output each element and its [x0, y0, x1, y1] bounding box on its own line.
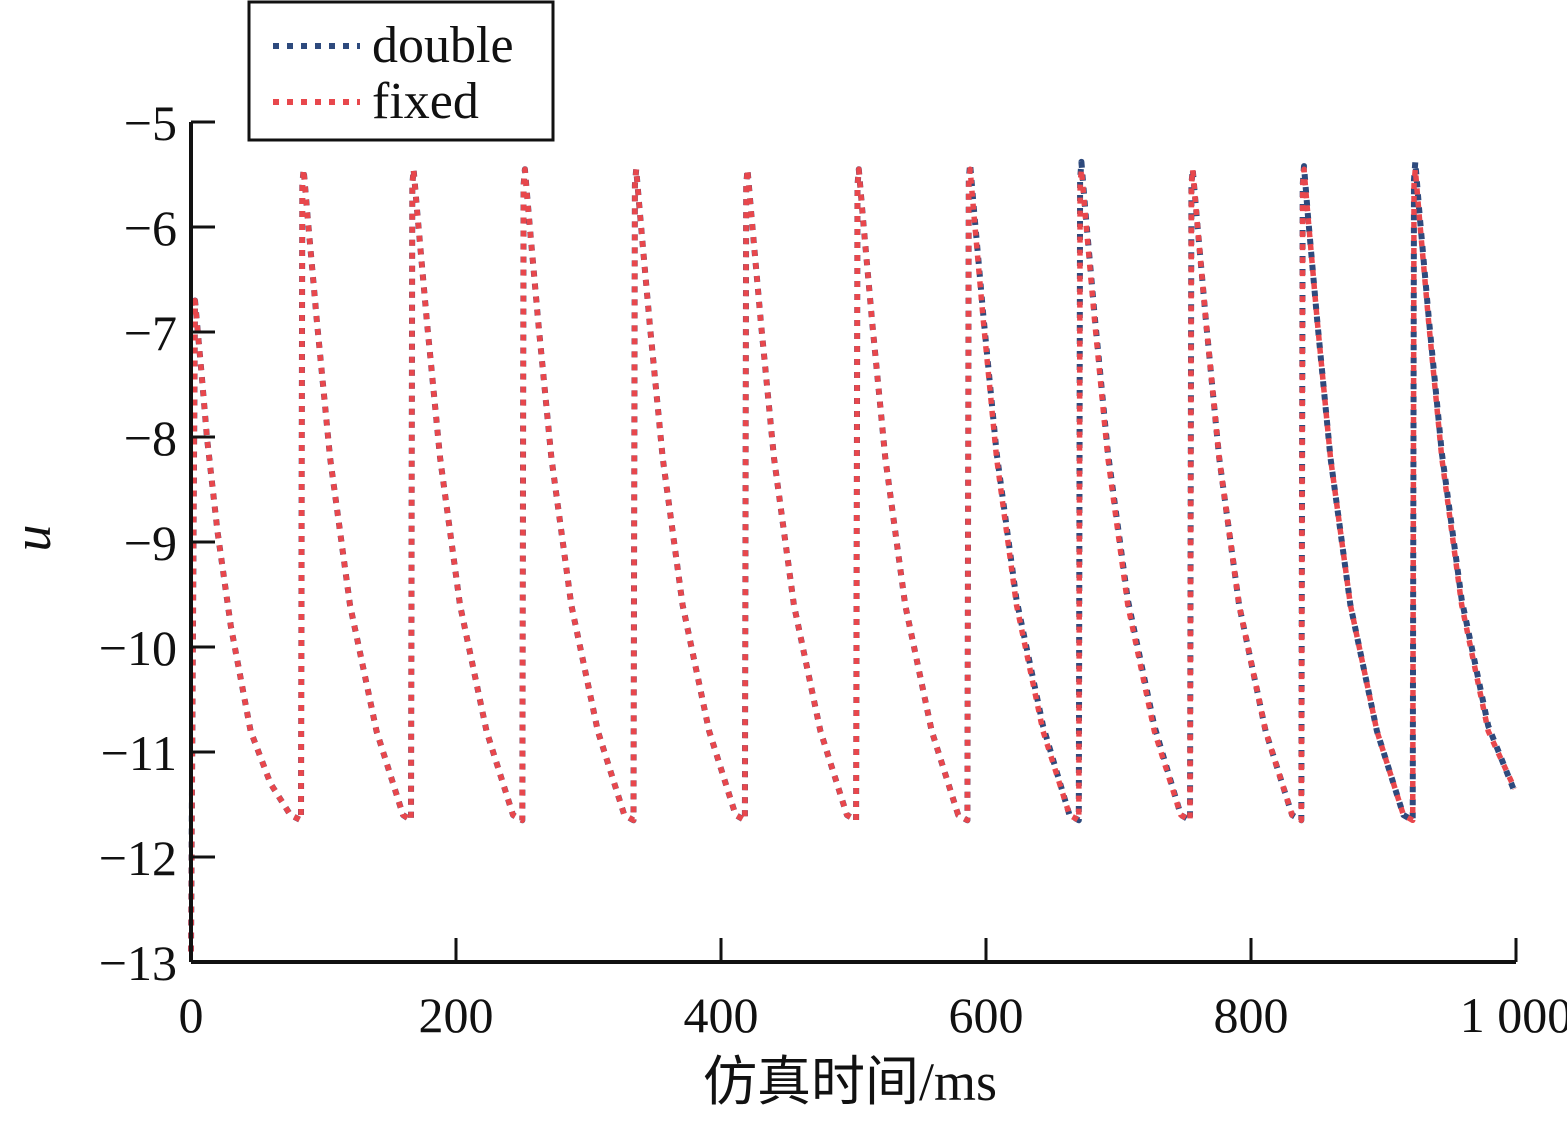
- y-tick-label: −6: [124, 200, 177, 256]
- y-tick-label: −10: [99, 620, 177, 676]
- y-axis-title: u: [2, 525, 62, 552]
- x-ticks: 0 200 400 600 800 1 000: [179, 938, 1567, 1043]
- x-tick-label: 600: [949, 987, 1024, 1043]
- series-layer: [188, 158, 1518, 952]
- y-tick-label: −9: [124, 515, 177, 571]
- y-tick-label: −8: [124, 410, 177, 466]
- x-tick-label: 800: [1214, 987, 1289, 1043]
- y-tick-label: −7: [124, 305, 177, 361]
- x-tick-label: 200: [419, 987, 494, 1043]
- series-line-double: [188, 158, 1518, 952]
- x-tick-label: 400: [684, 987, 759, 1043]
- y-tick-label: −11: [101, 725, 177, 781]
- legend: double fixed: [247, 0, 555, 142]
- y-ticks: −13 −12 −11 −10 −9 −8 −7 −6 −5: [99, 95, 215, 991]
- axes: [189, 122, 1516, 964]
- series-line-fixed: [188, 166, 1518, 952]
- legend-label-double: double: [372, 17, 514, 74]
- x-axis-title: 仿真时间/ms: [703, 1052, 997, 1112]
- y-tick-label: −13: [99, 935, 177, 991]
- y-tick-label: −12: [99, 830, 177, 886]
- y-tick-label: −5: [124, 95, 177, 151]
- legend-box: [247, 0, 555, 142]
- legend-label-fixed: fixed: [372, 73, 479, 130]
- x-tick-label: 1 000: [1460, 987, 1567, 1043]
- x-tick-label: 0: [179, 987, 204, 1043]
